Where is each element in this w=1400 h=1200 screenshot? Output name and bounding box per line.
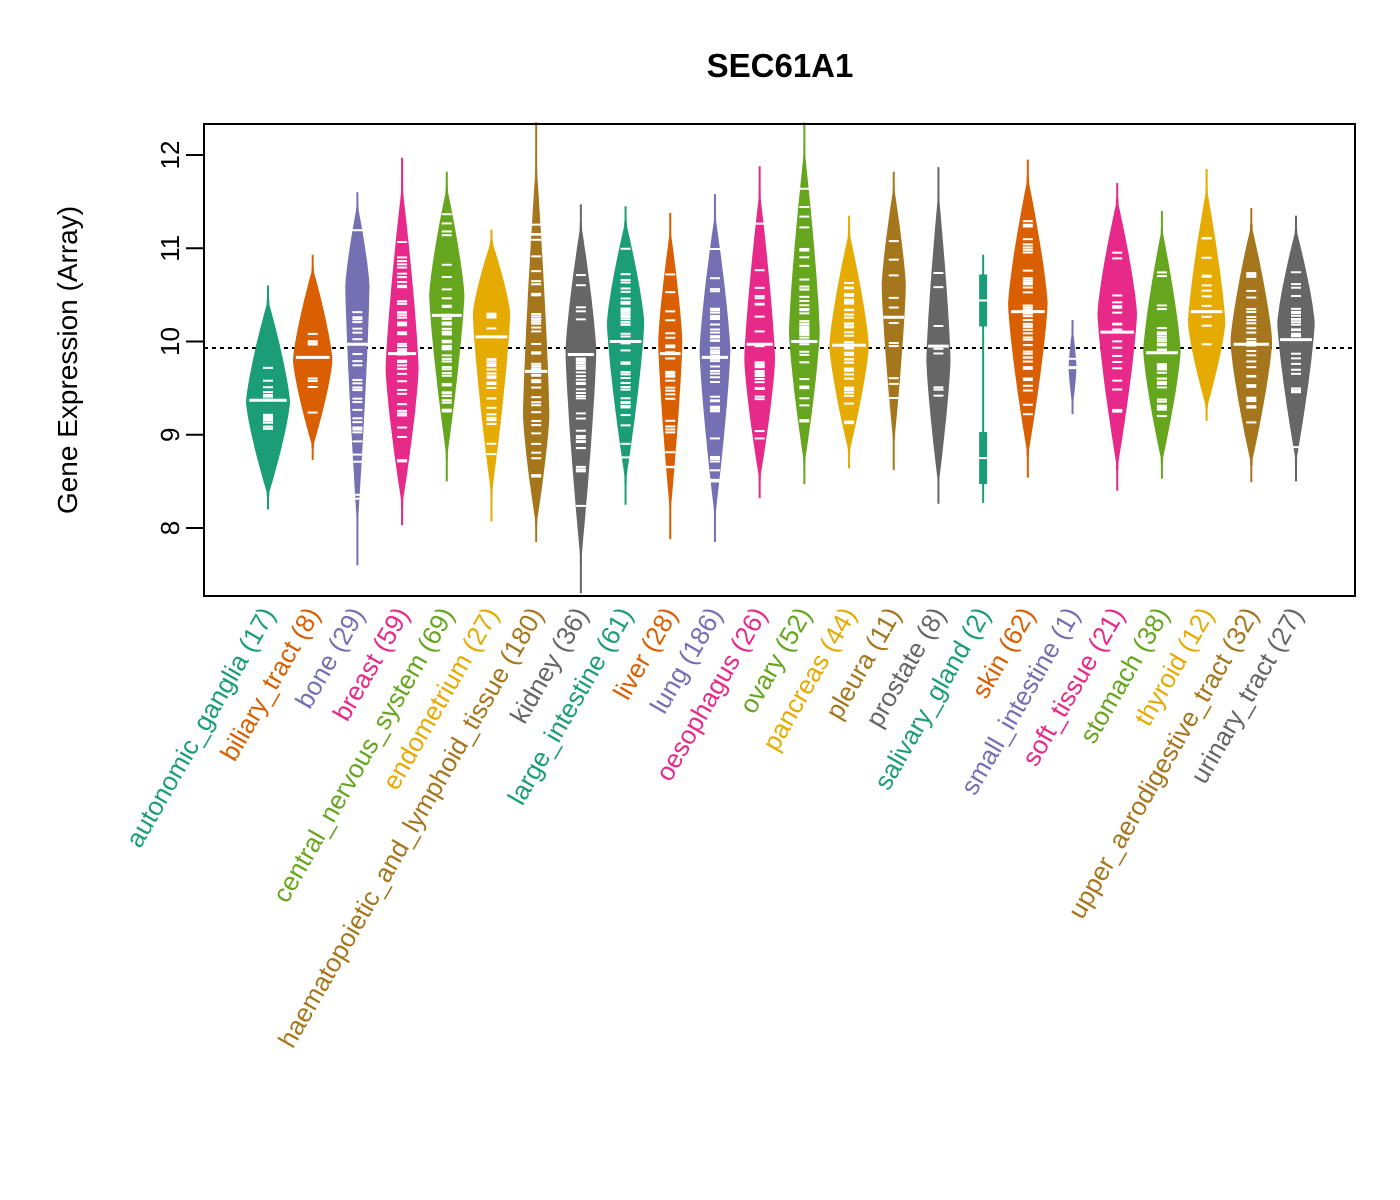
violin-breast: [385, 157, 419, 526]
violin-prostate: [926, 167, 951, 504]
violin-bone: [345, 192, 370, 566]
violin-kidney: [565, 204, 597, 594]
violin-body: [1188, 187, 1226, 409]
violin-biliary-tract: [293, 254, 333, 460]
y-tick-label: 9: [155, 428, 185, 442]
violin-thyroid: [1188, 168, 1226, 421]
violin-autonomic-ganglia: [246, 285, 290, 510]
violin-body: [606, 220, 645, 483]
violin-liver: [658, 212, 683, 540]
violin-body: [345, 203, 370, 532]
violin-body: [472, 239, 511, 497]
violin-lung: [699, 194, 731, 542]
violin-upper-aerodigestive-tract: [1230, 208, 1272, 483]
y-axis: 8 9 10 11 12: [155, 141, 204, 535]
violin-body: [523, 157, 550, 527]
chart-title: SEC61A1: [707, 47, 854, 84]
violin-pleura: [881, 171, 906, 471]
violin-skin: [1008, 159, 1048, 478]
violin-ovary: [789, 122, 820, 485]
y-tick-label: 11: [155, 235, 185, 262]
plot-frame: [203, 123, 1356, 597]
y-tick-label: 10: [155, 327, 185, 356]
violin-pancreas: [829, 215, 869, 469]
x-axis-labels: autonomic_ganglia (17)biliary_tract (8)b…: [119, 602, 1309, 1053]
violin-soft-tissue: [1097, 182, 1137, 491]
violin-body: [789, 147, 820, 466]
violin-urinary-tract: [1277, 215, 1315, 482]
violin-haematopoietic-and-lymphoid-tissue: [523, 122, 550, 542]
violin-body: [926, 190, 951, 487]
y-tick-label: 8: [155, 521, 185, 535]
violin-oesophagus: [744, 166, 775, 499]
y-tick-label: 12: [155, 141, 185, 170]
violin-body: [1097, 198, 1137, 470]
plot-area: [204, 122, 1355, 594]
violin-large-intestine: [606, 206, 645, 505]
violin-central-nervous-system: [429, 171, 465, 482]
y-axis-label: Gene Expression (Array): [52, 206, 83, 514]
violin-endometrium: [472, 229, 511, 522]
violin-stomach: [1143, 210, 1181, 479]
violin-small-intestine: [1066, 320, 1079, 415]
violin-salivary-gland: [978, 254, 989, 503]
violin-body: [1277, 228, 1315, 463]
violin-body: [246, 299, 290, 497]
violin-body: [744, 189, 775, 482]
